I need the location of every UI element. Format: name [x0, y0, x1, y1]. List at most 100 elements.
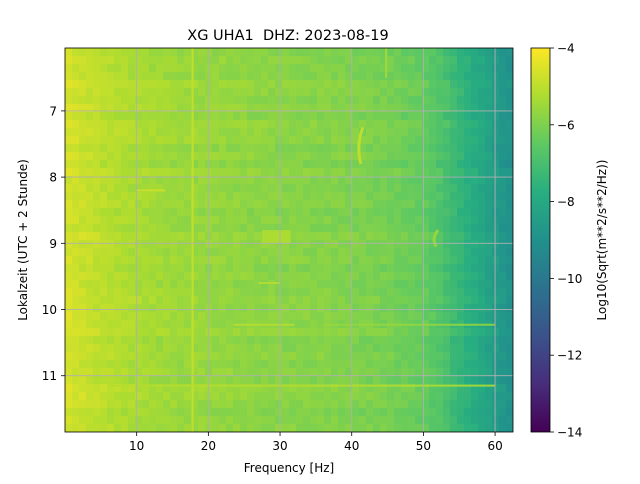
spectrogram-cell [394, 128, 402, 137]
spectrogram-cell [492, 200, 500, 209]
spectrogram-cell [506, 216, 513, 225]
spectrogram-cell [198, 424, 206, 432]
spectrogram-cell [163, 152, 171, 161]
spectrogram-cell [177, 160, 185, 169]
spectrogram-cell [261, 416, 269, 425]
spectrogram-cell [457, 288, 465, 297]
spectrogram-cell [408, 80, 416, 89]
spectrogram-cell [359, 264, 367, 273]
spectrogram-cell [408, 56, 416, 65]
spectrogram-cell [373, 288, 381, 297]
spectrogram-cell [233, 184, 241, 193]
spectrogram-cell [331, 112, 339, 121]
spectrogram-cell [408, 424, 416, 432]
spectrogram-cell [422, 200, 430, 209]
colorbar-tick-label: −12 [557, 349, 582, 363]
spectrogram-cell [177, 112, 185, 121]
spectrogram-cell [156, 376, 164, 385]
spectrogram-cell [443, 248, 451, 257]
spectrogram-cell [415, 48, 423, 57]
spectrogram-cell [226, 120, 234, 129]
spectrogram-cell [331, 336, 339, 345]
spectrogram-cell [254, 408, 262, 417]
spectrogram-cell [93, 272, 101, 281]
spectrogram-cell [485, 176, 493, 185]
spectrogram-cell [184, 264, 192, 273]
spectrogram-cell [212, 376, 220, 385]
spectrogram-cell [457, 200, 465, 209]
spectrogram-cell [128, 376, 136, 385]
spectrogram-cell [436, 416, 444, 425]
spectrogram-cell [394, 328, 402, 337]
spectrogram-cell [506, 248, 513, 257]
spectrogram-cell [506, 392, 513, 401]
spectrogram-cell [240, 304, 248, 313]
spectrogram-cell [142, 240, 150, 249]
spectrogram-cell [65, 112, 73, 121]
spectrogram-cell [352, 304, 360, 313]
spectrogram-cell [317, 176, 325, 185]
spectrogram-cell [93, 64, 101, 73]
spectrogram-cell [107, 416, 115, 425]
spectrogram-cell [142, 408, 150, 417]
spectrogram-cell [471, 280, 479, 289]
spectrogram-cell [436, 120, 444, 129]
spectrogram-cell [296, 368, 304, 377]
spectrogram-cell [121, 88, 129, 97]
spectrogram-cell [163, 320, 171, 329]
spectrogram-cell [275, 56, 283, 65]
spectrogram-cell [478, 424, 486, 432]
spectrogram-cell [142, 208, 150, 217]
spectrogram-cell [128, 64, 136, 73]
spectrogram-cell [170, 264, 178, 273]
spectrogram-cell [282, 136, 290, 145]
spectrogram-cell [107, 320, 115, 329]
spectrogram-cell [240, 232, 248, 241]
spectrogram-cell [268, 368, 276, 377]
spectrogram-cell [492, 328, 500, 337]
spectrogram-cell [149, 152, 157, 161]
spectrogram-cell [86, 80, 94, 89]
spectrogram-cell [506, 376, 513, 385]
spectrogram-cell [226, 288, 234, 297]
spectrogram-cell [261, 120, 269, 129]
spectrogram-cell [443, 200, 451, 209]
spectrogram-cell [394, 88, 402, 97]
spectrogram-cell [345, 216, 353, 225]
spectrogram-cell [142, 336, 150, 345]
spectrogram-cell [296, 152, 304, 161]
spectrogram-cell [436, 400, 444, 409]
spectrogram-cell [114, 352, 122, 361]
spectrogram-cell [324, 160, 332, 169]
spectrogram-cell [478, 224, 486, 233]
spectrogram-cell [422, 144, 430, 153]
spectrogram-cell [345, 64, 353, 73]
spectrogram-cell [226, 168, 234, 177]
spectrogram-cell [170, 272, 178, 281]
spectrogram-cell [296, 400, 304, 409]
colorbar-label: Log10(Sqrt(m**2/s**2/Hz)) [595, 160, 609, 321]
spectrogram-cell [282, 336, 290, 345]
spectrogram-cell [121, 64, 129, 73]
spectrogram-cell [163, 168, 171, 177]
spectrogram-cell [93, 248, 101, 257]
spectrogram-cell [261, 128, 269, 137]
spectrogram-cell [247, 176, 255, 185]
spectrogram-cell [107, 104, 115, 113]
spectrogram-cell [457, 336, 465, 345]
spectrogram-cell [114, 136, 122, 145]
spectrogram-cell [219, 408, 227, 417]
spectrogram-cell [471, 192, 479, 201]
spectrogram-cell [394, 304, 402, 313]
spectrogram-cell [114, 240, 122, 249]
spectrogram-cell [128, 264, 136, 273]
spectrogram-cell [65, 144, 73, 153]
spectrogram-cell [170, 296, 178, 305]
spectrogram-cell [436, 368, 444, 377]
spectrogram-cell [359, 184, 367, 193]
spectrogram-cell [359, 352, 367, 361]
spectrogram-cell [303, 336, 311, 345]
spectrogram-cell [247, 296, 255, 305]
spectrogram-cell [247, 368, 255, 377]
